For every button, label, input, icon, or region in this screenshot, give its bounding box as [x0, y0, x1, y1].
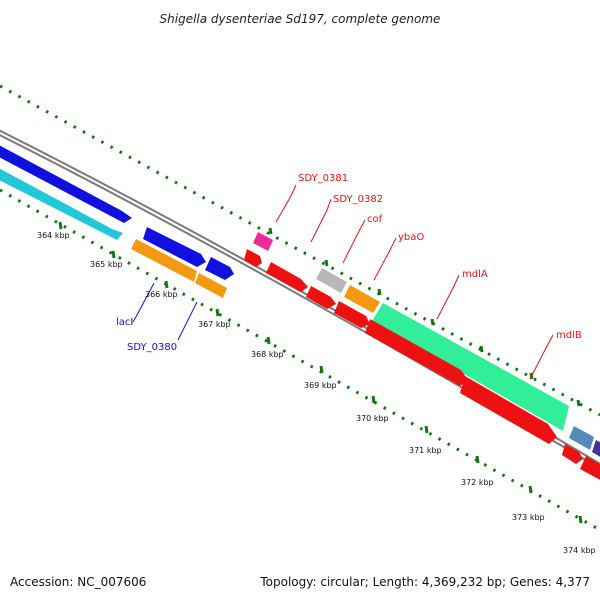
tick-label: 369 kbp: [304, 381, 337, 390]
gene-label-lacI[interactable]: lacI: [116, 317, 133, 328]
gene-orange-SDY_0380[interactable]: [195, 273, 227, 298]
gene-red-mdlB[interactable]: [460, 376, 557, 444]
blue-pointer-lines: [132, 282, 198, 341]
gene-red-3[interactable]: [306, 286, 336, 309]
gene-steel[interactable]: [569, 426, 594, 450]
tick-label: 365 kbp: [90, 260, 123, 269]
red-pointer-lines: [275, 184, 554, 380]
tick-label: 374 kbp: [563, 546, 596, 555]
gene-label-mdlA[interactable]: mdlA: [462, 269, 488, 280]
map-title: Shigella dysenteriae Sd197, complete gen…: [160, 12, 441, 26]
accession-text: Accession: NC_007606: [10, 575, 146, 589]
gene-red-5[interactable]: [365, 319, 468, 386]
tick-label: 368 kbp: [251, 350, 284, 359]
tick-label: 373 kbp: [512, 513, 545, 522]
tick-label: 364 kbp: [37, 231, 70, 240]
gene-label-cof[interactable]: cof: [367, 214, 383, 225]
gene-red-7[interactable]: [562, 444, 583, 464]
gene-mdlA[interactable]: [372, 303, 569, 431]
tick-label: 370 kbp: [356, 414, 389, 423]
gene-label-mdlB[interactable]: mdlB: [556, 330, 582, 341]
gene-label-ybaO[interactable]: ybaO: [398, 232, 424, 243]
gene-SDY_0381[interactable]: [253, 232, 273, 251]
outer-major-ticks: [268, 227, 581, 407]
gene-ybaO[interactable]: [344, 285, 380, 313]
gene-red-8[interactable]: [580, 456, 600, 481]
inner-major-ticks: [58, 221, 583, 524]
gene-label-SDY_0380[interactable]: SDY_0380: [127, 342, 177, 353]
outer-tick-track: [0, 84, 600, 417]
gene-red-2[interactable]: [266, 262, 308, 292]
gene-red-4[interactable]: [334, 301, 370, 328]
genome-summary-text: Topology: circular; Length: 4,369,232 bp…: [259, 575, 590, 589]
gene-cyan-1[interactable]: [0, 166, 123, 240]
tick-label: 366 kbp: [145, 290, 178, 299]
tick-label: 372 kbp: [461, 478, 494, 487]
gene-orange-lacI[interactable]: [131, 239, 197, 282]
gene-blue-2[interactable]: [205, 257, 234, 280]
gene-purple[interactable]: [592, 440, 600, 458]
gene-red-small[interactable]: [244, 249, 262, 267]
tick-label: 371 kbp: [409, 446, 442, 455]
gene-label-SDY_0382[interactable]: SDY_0382: [333, 194, 383, 205]
gene-blue-1[interactable]: [0, 143, 132, 223]
gene-label-SDY_0381[interactable]: SDY_0381: [298, 173, 348, 184]
tick-label: 367 kbp: [198, 320, 231, 329]
gene-cof[interactable]: [316, 268, 347, 293]
inner-tick-track: [0, 188, 600, 532]
gene-blue-lacI[interactable]: [143, 227, 206, 267]
